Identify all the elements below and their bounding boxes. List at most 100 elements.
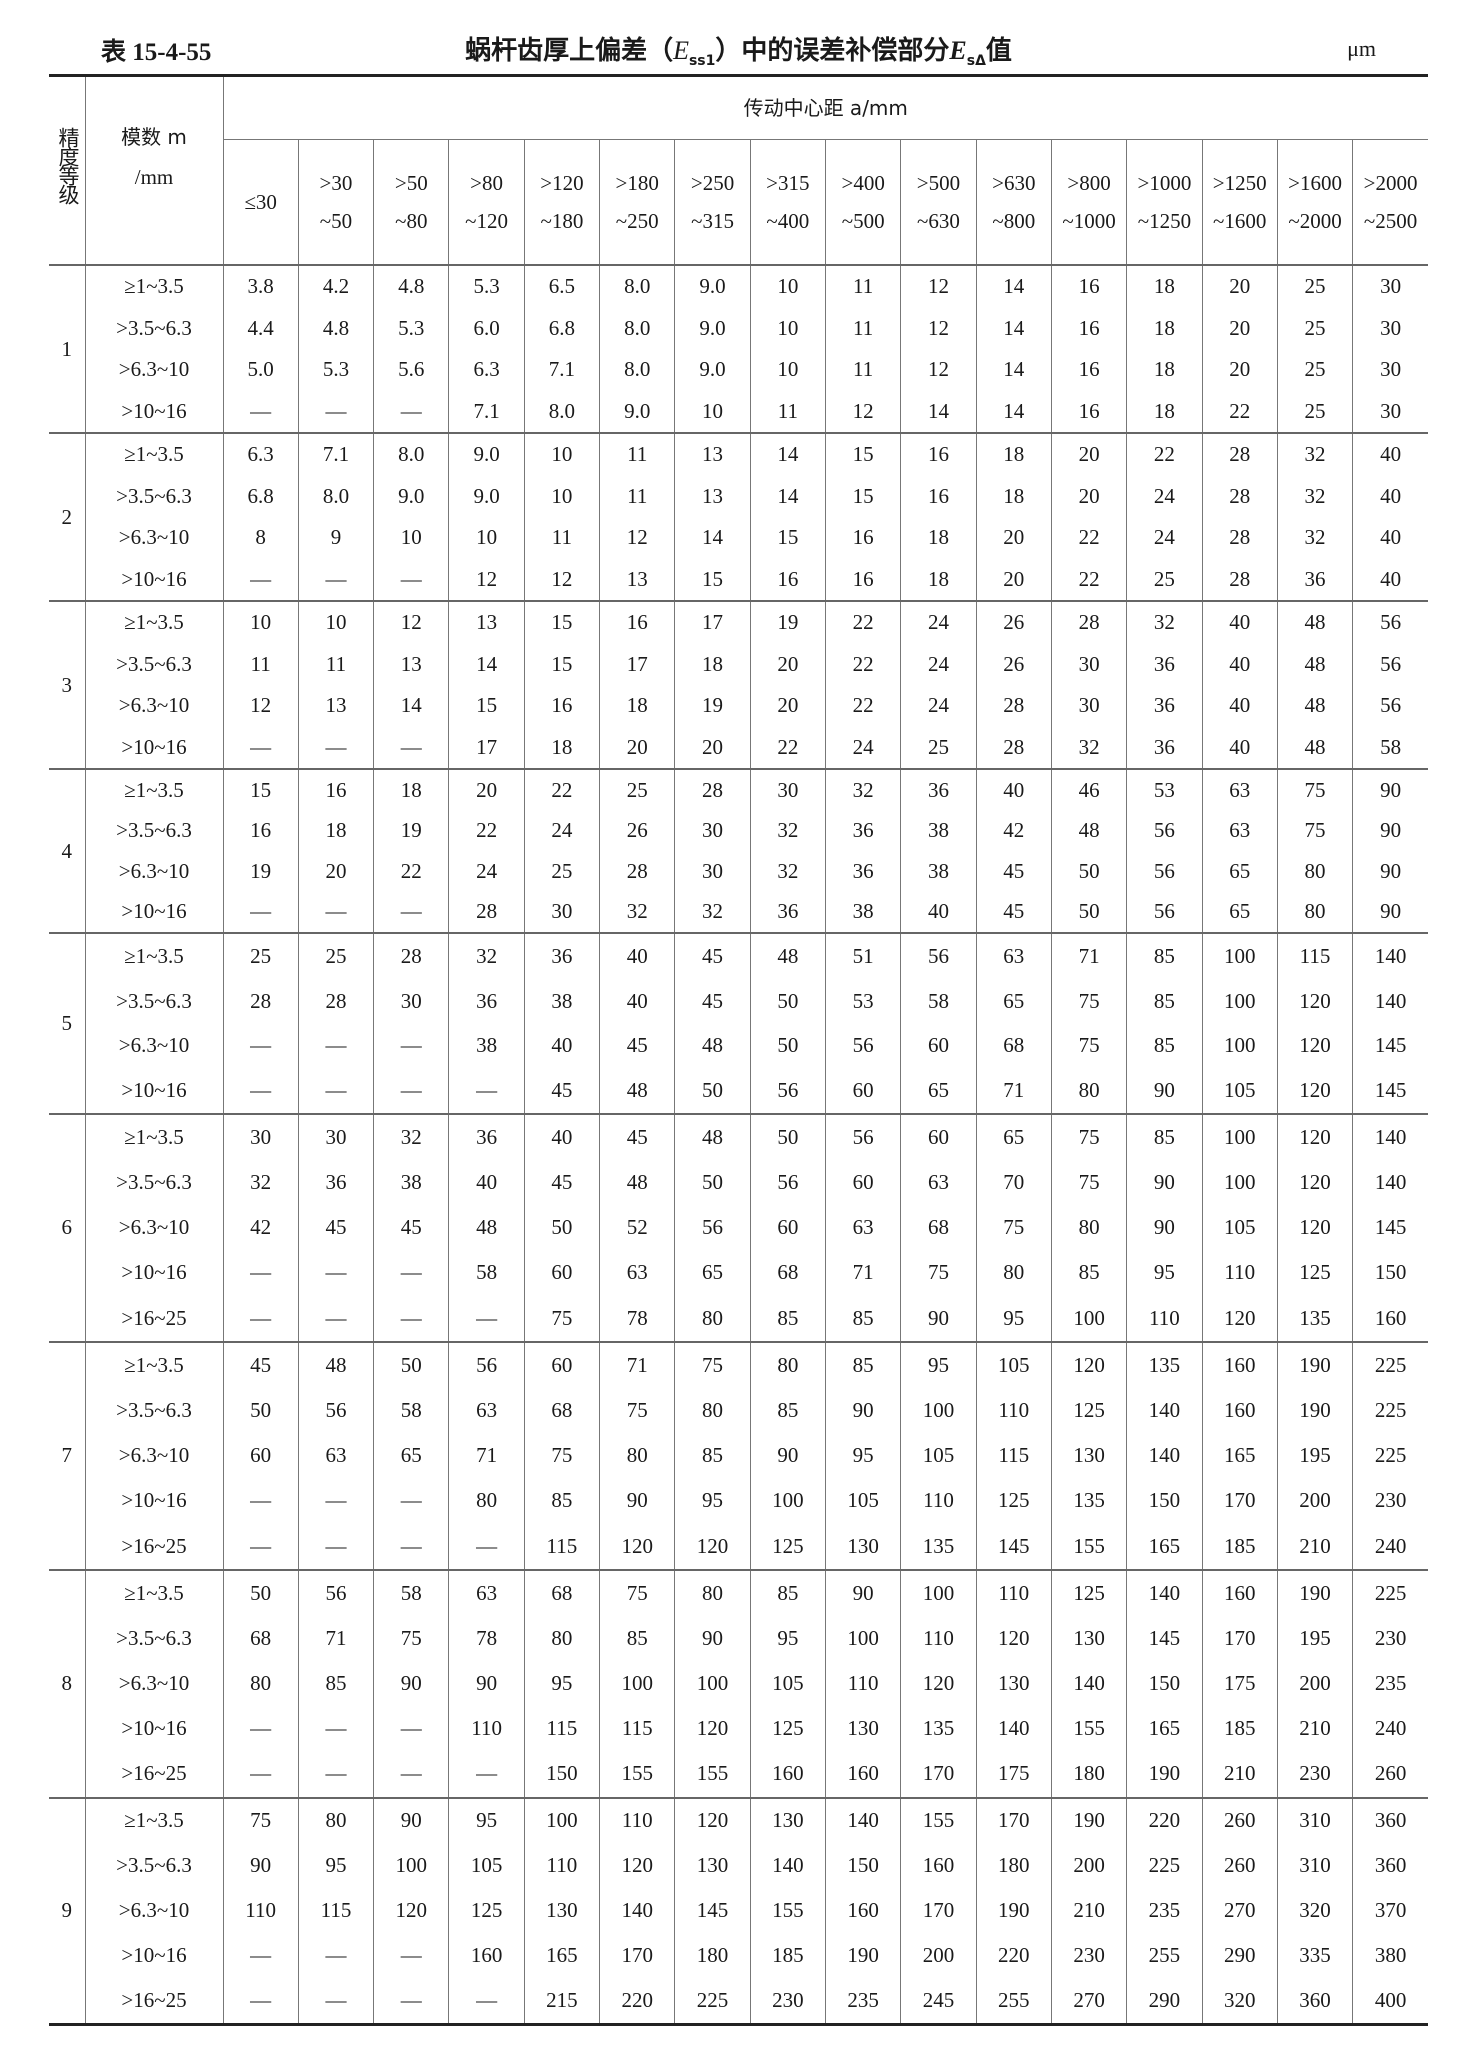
value-cell: 36 bbox=[297, 1159, 375, 1206]
value-cell: 50 bbox=[749, 978, 827, 1024]
module-cell: >6.3~10 bbox=[85, 685, 224, 727]
column-header-lower: >1600 bbox=[1288, 171, 1342, 195]
value-cell: 10 bbox=[674, 390, 751, 433]
value-cell: 14 bbox=[975, 349, 1052, 391]
grade-cell: 9 bbox=[49, 1796, 86, 2025]
value-cell: 36 bbox=[824, 810, 902, 851]
value-cell: 22 bbox=[1126, 432, 1203, 476]
table-row: >10~16— — —7.1 8.0 9.0 10 11 12 14 14 16 18 22 25 30 bbox=[49, 390, 1428, 433]
column-header: >630 ~800 bbox=[975, 139, 1052, 265]
value-cell: — bbox=[373, 390, 450, 433]
value-cell: 165 bbox=[1126, 1706, 1203, 1752]
value-cell: 110 bbox=[1126, 1295, 1203, 1342]
table-row: >16~25— — — —215 220 225 230 235 245 255 270 290 320… bbox=[49, 1977, 1428, 2025]
value-cell: 75 bbox=[975, 1205, 1052, 1251]
value-cell: 170 bbox=[1201, 1478, 1278, 1524]
value-cell: 32 bbox=[749, 810, 827, 851]
value-cell: 145 bbox=[1352, 1068, 1428, 1114]
value-cell: 40 bbox=[975, 768, 1052, 811]
value-cell: 48 bbox=[1276, 685, 1354, 727]
value-cell: 40 bbox=[1352, 558, 1428, 601]
value-cell: 90 bbox=[1352, 768, 1428, 811]
value-cell: 85 bbox=[749, 1387, 827, 1434]
value-cell: 80 bbox=[1276, 891, 1354, 933]
module-cell: >10~16 bbox=[85, 726, 224, 769]
module-cell: >16~25 bbox=[85, 1977, 224, 2025]
value-cell: 260 bbox=[1201, 1796, 1278, 1844]
value-cell: 9.0 bbox=[599, 390, 676, 433]
table-row: 3 ≥1~3.5 10 10 12 13 15 16 17 19 22 24 26 28 32 40 48 56 bbox=[49, 600, 1428, 769]
module-cell: ≥1~3.5 bbox=[84, 600, 224, 644]
table-row: >10~16— — —58 60 63 65 68 71 75 80 85 95 110 125 150 bbox=[49, 1250, 1428, 1296]
table-row: >3.5~6.3 4.4 4.8 5.3 6.0 6.8 8.0 9.0 10 11 12 14 16 1… bbox=[49, 307, 1428, 349]
value-cell: 45 bbox=[599, 1023, 676, 1069]
value-cell: 22 bbox=[749, 726, 827, 769]
value-cell: 90 bbox=[373, 1661, 450, 1707]
value-cell: 110 bbox=[599, 1796, 676, 1844]
table-row: >10~16— — — —45 48 50 56 60 65 71 80 90 105 120 145 bbox=[49, 1068, 1428, 1114]
value-cell: 65 bbox=[373, 1433, 450, 1479]
value-cell: 30 bbox=[297, 1112, 375, 1160]
value-cell: 36 bbox=[824, 851, 902, 892]
module-cell: ≥1~3.5 bbox=[84, 1112, 224, 1160]
table-row: >6.3~10 110 115 120 125 130 140 145 155 160 170 190… bbox=[49, 1888, 1428, 1933]
table-row: >3.5~6.3 90 95 100 105 110 120 130 140 150 160 180 2… bbox=[49, 1843, 1428, 1889]
value-cell: 225 bbox=[1126, 1843, 1203, 1889]
value-cell: 240 bbox=[1352, 1523, 1428, 1570]
value-cell: 125 bbox=[975, 1478, 1052, 1524]
value-cell: 63 bbox=[824, 1205, 902, 1251]
value-cell: 3.8 bbox=[222, 264, 299, 308]
column-header-upper: ~800 bbox=[992, 209, 1036, 233]
value-cell: 85 bbox=[1126, 1023, 1203, 1069]
value-cell: 145 bbox=[1126, 1615, 1203, 1661]
module-cell: ≥1~3.5 bbox=[84, 1568, 224, 1616]
column-header-upper: ~80 bbox=[395, 209, 428, 233]
value-cell: 53 bbox=[1126, 768, 1203, 811]
value-cell: 22 bbox=[373, 851, 450, 892]
value-cell: 105 bbox=[1201, 1068, 1278, 1114]
value-cell: 190 bbox=[1276, 1568, 1354, 1616]
value-cell: 56 bbox=[900, 932, 977, 979]
value-cell: 28 bbox=[1201, 432, 1278, 476]
value-cell: 13 bbox=[599, 558, 676, 601]
value-cell: 45 bbox=[523, 1068, 601, 1114]
value-cell: 140 bbox=[1352, 978, 1428, 1024]
value-cell: 56 bbox=[1352, 643, 1428, 685]
value-cell: 155 bbox=[599, 1751, 676, 1798]
value-cell: — bbox=[448, 1295, 525, 1342]
value-cell: 32 bbox=[824, 768, 902, 811]
value-cell: — bbox=[222, 1068, 299, 1114]
value-cell: 25 bbox=[1276, 264, 1354, 308]
value-cell: 48 bbox=[448, 1205, 525, 1251]
value-cell: 56 bbox=[297, 1387, 375, 1434]
value-cell: 8.0 bbox=[599, 349, 676, 391]
value-cell: 11 bbox=[523, 517, 601, 559]
value-cell: 25 bbox=[297, 932, 375, 979]
value-cell: 160 bbox=[900, 1843, 977, 1889]
value-cell: 255 bbox=[975, 1977, 1052, 2025]
value-cell: 45 bbox=[674, 978, 751, 1024]
value-cell: 71 bbox=[297, 1615, 375, 1661]
header-module-line1: 模数 m bbox=[121, 125, 187, 149]
value-cell: 25 bbox=[523, 851, 601, 892]
value-cell: 38 bbox=[448, 1023, 525, 1069]
value-cell: 6.5 bbox=[523, 264, 601, 308]
value-cell: 140 bbox=[1352, 1112, 1428, 1160]
value-cell: 40 bbox=[1352, 517, 1428, 559]
value-cell: 48 bbox=[599, 1159, 676, 1206]
value-cell: 20 bbox=[749, 685, 827, 727]
value-cell: 14 bbox=[373, 685, 450, 727]
title-text-after: 值 bbox=[985, 36, 1012, 66]
value-cell: 80 bbox=[1050, 1205, 1128, 1251]
value-cell: 105 bbox=[824, 1478, 902, 1524]
module-cell: >6.3~10 bbox=[85, 349, 224, 391]
column-header-lower: >2000 bbox=[1363, 171, 1418, 195]
module-cell: >10~16 bbox=[85, 1932, 224, 1978]
value-cell: 200 bbox=[1276, 1478, 1354, 1524]
value-cell: — bbox=[448, 1977, 525, 2025]
value-cell: 30 bbox=[1050, 643, 1128, 685]
value-cell: 71 bbox=[824, 1250, 902, 1296]
value-cell: 32 bbox=[1276, 475, 1354, 517]
value-cell: 90 bbox=[1126, 1068, 1203, 1114]
value-cell: 160 bbox=[1201, 1568, 1278, 1616]
